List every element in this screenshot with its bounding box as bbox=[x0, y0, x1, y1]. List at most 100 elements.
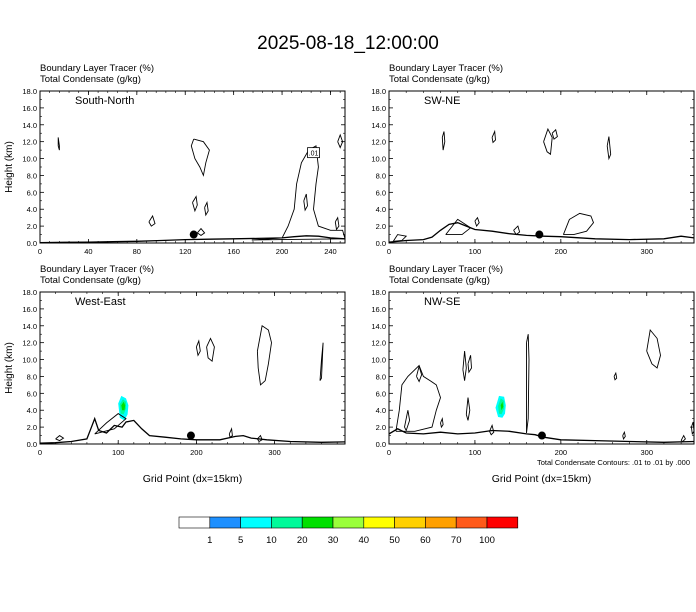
colorbar-swatch bbox=[486, 516, 519, 529]
condensate-contour bbox=[440, 417, 444, 429]
x-tick-label: 240 bbox=[324, 247, 337, 256]
panel-we: Boundary Layer Tracer (%)Total Condensat… bbox=[4, 264, 346, 485]
y-tick-label: 6.0 bbox=[376, 389, 386, 398]
condensate-contour bbox=[57, 137, 60, 151]
colorbar-label: 30 bbox=[328, 535, 339, 546]
contour-label-box bbox=[307, 147, 320, 159]
condensate-contour bbox=[467, 355, 472, 374]
condensate-contour bbox=[562, 212, 595, 236]
y-tick-label: 10.0 bbox=[371, 155, 386, 164]
condensate-contour bbox=[204, 200, 209, 217]
condensate-contour bbox=[192, 195, 198, 213]
colorbar-label: 5 bbox=[238, 535, 243, 546]
condensate-contour bbox=[613, 371, 618, 381]
condensate-contour bbox=[319, 342, 324, 381]
colorbar-label: 40 bbox=[359, 535, 370, 546]
x-tick-label: 0 bbox=[38, 448, 42, 457]
y-tick-label: 4.0 bbox=[376, 205, 386, 214]
panel-frame bbox=[388, 291, 695, 445]
condensate-contour bbox=[491, 129, 496, 144]
y-tick-label: 12.0 bbox=[22, 138, 37, 147]
y-tick-label: 6.0 bbox=[27, 188, 37, 197]
x-tick-label: 200 bbox=[276, 247, 289, 256]
panel-frame bbox=[39, 90, 346, 244]
x-tick-label: 0 bbox=[38, 247, 42, 256]
panel-plot-area bbox=[389, 127, 694, 243]
location-marker bbox=[535, 230, 544, 239]
x-tick-label: 40 bbox=[84, 247, 92, 256]
y-tick-label: 10.0 bbox=[371, 356, 386, 365]
y-tick-label: 10.0 bbox=[22, 356, 37, 365]
y-tick-label: 18.0 bbox=[22, 87, 37, 96]
y-tick-label: 12.0 bbox=[371, 138, 386, 147]
panel-plot-area bbox=[40, 325, 345, 444]
condensate-contour bbox=[228, 427, 233, 438]
location-marker bbox=[186, 431, 195, 440]
y-tick-label: 0.0 bbox=[27, 440, 37, 449]
terrain-line bbox=[389, 222, 694, 243]
colorbar-label: 70 bbox=[451, 535, 462, 546]
y-tick-label: 8.0 bbox=[27, 171, 37, 180]
condensate-contour bbox=[551, 128, 558, 140]
location-marker bbox=[189, 230, 198, 239]
tracer-fill-20 bbox=[121, 401, 126, 411]
y-axis-label: Height (km) bbox=[4, 342, 15, 394]
y-tick-label: 0.0 bbox=[27, 239, 37, 248]
condensate-contour bbox=[646, 328, 661, 369]
x-axis-label: Grid Point (dx=15km) bbox=[492, 473, 592, 485]
panels: Boundary Layer Tracer (%) Total Condensat… bbox=[4, 63, 695, 485]
y-tick-label: 4.0 bbox=[27, 205, 37, 214]
colorbar-label: 20 bbox=[297, 535, 308, 546]
y-tick-label: 14.0 bbox=[371, 322, 386, 331]
tracer-fill-20 bbox=[500, 401, 504, 411]
contour-footnote: Total Condensate Contours: .01 to .01 by… bbox=[537, 458, 690, 467]
x-tick-label: 300 bbox=[640, 247, 653, 256]
y-tick-label: 6.0 bbox=[27, 389, 37, 398]
panel-header-line2: Total Condensate (g/kg) bbox=[40, 275, 141, 286]
panel-sn: Boundary Layer Tracer (%)Total Condensat… bbox=[4, 63, 346, 256]
panel-frame bbox=[39, 291, 346, 445]
colorbar-swatch bbox=[394, 516, 426, 529]
colorbar-label: 60 bbox=[420, 535, 431, 546]
colorbar-swatch bbox=[178, 516, 211, 529]
y-tick-label: 2.0 bbox=[27, 423, 37, 432]
panel-swne: Boundary Layer Tracer (%)Total Condensat… bbox=[371, 63, 695, 256]
panel-nwse: Boundary Layer Tracer (%)Total Condensat… bbox=[371, 264, 695, 485]
colorbar: 1 5 10 20 30 40 50 60 70 100 bbox=[178, 516, 519, 546]
y-tick-label: 18.0 bbox=[22, 288, 37, 297]
y-tick-label: 16.0 bbox=[22, 104, 37, 113]
condensate-contour bbox=[256, 325, 272, 386]
condensate-contour bbox=[395, 364, 441, 432]
x-tick-label: 200 bbox=[190, 448, 203, 457]
x-axis-label: Grid Point (dx=15km) bbox=[143, 473, 243, 485]
colorbar-label: 1 bbox=[207, 535, 212, 546]
colorbar-label: 10 bbox=[266, 535, 277, 546]
condensate-contour bbox=[196, 227, 206, 236]
panel-header-line1: Boundary Layer Tracer (%) bbox=[40, 63, 154, 74]
location-marker bbox=[537, 431, 546, 440]
condensate-contour bbox=[513, 225, 521, 236]
x-tick-label: 300 bbox=[268, 448, 281, 457]
x-tick-label: 200 bbox=[555, 448, 568, 457]
terrain-line bbox=[40, 235, 345, 243]
x-tick-label: 80 bbox=[133, 247, 141, 256]
condensate-contour bbox=[526, 334, 530, 434]
y-tick-label: 16.0 bbox=[371, 104, 386, 113]
colorbar-swatch bbox=[209, 516, 241, 529]
panel-header-line1: Boundary Layer Tracer (%) bbox=[389, 63, 503, 74]
y-tick-label: 2.0 bbox=[376, 222, 386, 231]
condensate-contour bbox=[404, 410, 411, 432]
x-tick-label: 100 bbox=[469, 448, 482, 457]
colorbar-swatch bbox=[425, 516, 457, 529]
terrain-line bbox=[389, 428, 694, 443]
panel-label: SW-NE bbox=[424, 95, 460, 107]
y-tick-label: 2.0 bbox=[27, 222, 37, 231]
condensate-contour bbox=[337, 133, 344, 149]
y-tick-label: 18.0 bbox=[371, 87, 386, 96]
terrain-line bbox=[40, 416, 345, 444]
panel-frame bbox=[388, 90, 695, 244]
y-tick-label: 2.0 bbox=[376, 423, 386, 432]
x-tick-label: 100 bbox=[112, 448, 125, 457]
condensate-contour bbox=[195, 339, 201, 357]
